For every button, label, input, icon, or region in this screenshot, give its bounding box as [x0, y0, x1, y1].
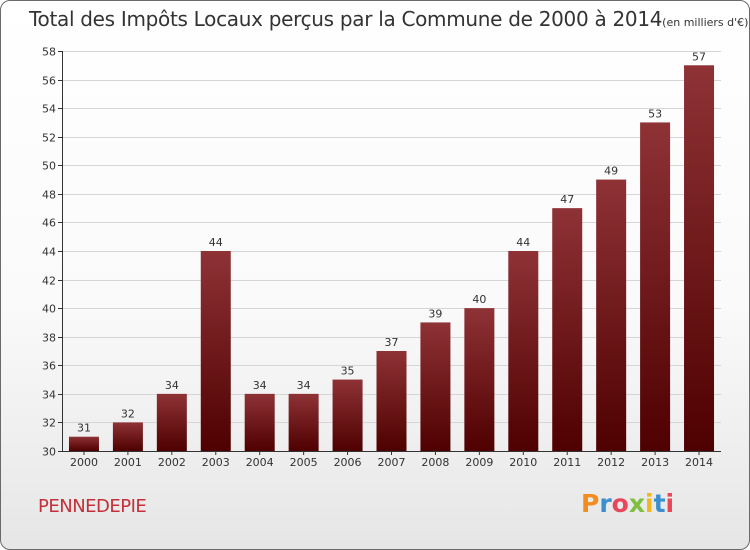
y-tick-label: 50 [42, 160, 56, 173]
logo-letter: i [665, 489, 675, 518]
x-tick-label: 2013 [641, 456, 669, 469]
logo-letter: t [653, 489, 666, 518]
axes [58, 51, 721, 455]
y-tick-label: 46 [42, 217, 56, 230]
logo-letter: P [581, 489, 600, 518]
y-tick-label: 30 [42, 446, 56, 459]
x-tick-label: 2009 [465, 456, 493, 469]
y-tick-label: 40 [42, 303, 56, 316]
bar-value-label: 53 [648, 107, 662, 120]
proxiti-logo[interactable]: Proxiti [581, 489, 674, 518]
chart-title: Total des Impôts Locaux perçus par la Co… [29, 7, 748, 31]
bar [112, 422, 143, 451]
labels: 30 32 34 36 38 40 42 44 46 48 50 52 54 56 58 31 2000 32 20… [42, 46, 713, 470]
y-tick-label: 34 [42, 389, 56, 402]
y-tick-label: 52 [42, 132, 56, 145]
bars [68, 65, 715, 452]
x-tick-label: 2008 [421, 456, 449, 469]
y-tick-label: 58 [42, 46, 56, 59]
logo-letter: i [645, 489, 654, 518]
chart-title-text: Total des Impôts Locaux perçus par la Co… [29, 7, 663, 31]
bar [68, 436, 99, 451]
bar-value-label: 47 [560, 193, 574, 206]
logo-letter: x [628, 489, 645, 518]
bar-value-label: 35 [341, 365, 355, 378]
bar-value-label: 34 [297, 379, 311, 392]
commune-name: PENNEDEPIE [38, 496, 147, 517]
bar-value-label: 49 [604, 165, 618, 178]
y-tick-label: 32 [42, 417, 56, 430]
bar [596, 179, 627, 452]
y-tick-label: 54 [42, 103, 56, 116]
x-tick-label: 2005 [290, 456, 318, 469]
x-tick-label: 2011 [553, 456, 581, 469]
x-tick-label: 2010 [509, 456, 537, 469]
x-tick-label: 2001 [114, 456, 142, 469]
x-tick-label: 2014 [685, 456, 713, 469]
bar [464, 308, 495, 451]
x-tick-label: 2004 [246, 456, 274, 469]
chart-unit-label: (en milliers d'€) [662, 16, 749, 29]
bar-value-label: 37 [385, 336, 399, 349]
logo-letter: r [599, 489, 612, 518]
bar [640, 122, 671, 451]
bar-value-label: 44 [209, 236, 223, 249]
y-tick-label: 38 [42, 332, 56, 345]
logo-letter: o [611, 489, 629, 518]
bar-value-label: 32 [121, 407, 135, 420]
bar [376, 351, 407, 451]
bar [288, 393, 319, 451]
bar-value-label: 34 [165, 379, 179, 392]
y-tick-label: 56 [42, 75, 56, 88]
bar [684, 65, 715, 452]
y-tick-label: 36 [42, 360, 56, 373]
bar-value-label: 34 [253, 379, 267, 392]
bar-value-label: 40 [472, 293, 486, 306]
bar [200, 251, 231, 451]
bar-value-label: 31 [77, 422, 91, 435]
bar-value-label: 39 [428, 307, 442, 320]
bar-value-label: 44 [516, 236, 530, 249]
bar-value-label: 57 [692, 50, 706, 63]
x-tick-label: 2003 [202, 456, 230, 469]
bar [552, 208, 583, 451]
bar [420, 322, 451, 451]
y-tick-label: 48 [42, 189, 56, 202]
bar [156, 393, 187, 451]
x-tick-label: 2000 [70, 456, 98, 469]
y-tick-label: 42 [42, 275, 56, 288]
x-tick-label: 2007 [378, 456, 406, 469]
bar [244, 393, 275, 451]
x-tick-label: 2006 [334, 456, 362, 469]
x-tick-label: 2002 [158, 456, 186, 469]
bar [508, 251, 539, 451]
x-tick-label: 2012 [597, 456, 625, 469]
y-tick-label: 44 [42, 246, 56, 259]
bar [332, 379, 363, 451]
